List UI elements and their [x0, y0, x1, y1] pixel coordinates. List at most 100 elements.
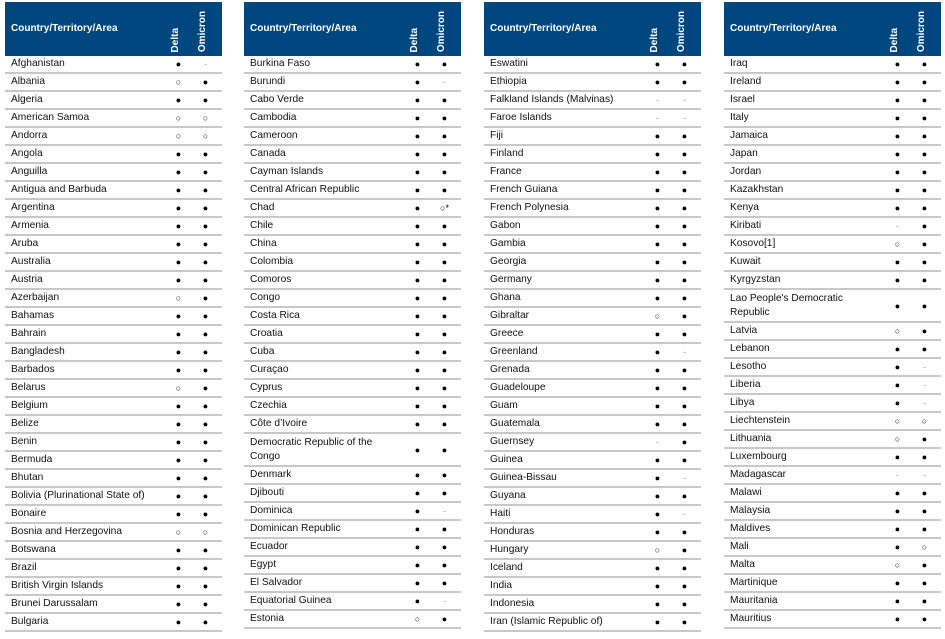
- omicron-status-filled-circle-icon: ●: [921, 257, 928, 267]
- delta-status-filled-circle-icon: ●: [894, 614, 901, 624]
- delta-status-filled-circle-icon: ●: [175, 239, 182, 249]
- country-name: Malawi: [730, 487, 762, 498]
- omicron-status-filled-circle-icon: ●: [921, 95, 928, 105]
- delta-status-filled-circle-icon: ●: [654, 419, 661, 429]
- delta-status-filled-circle-icon: ●: [894, 488, 901, 498]
- delta-status-filled-circle-icon: ●: [894, 380, 901, 390]
- delta-status-filled-circle-icon: ●: [414, 185, 421, 195]
- table-row: Liechtenstein ○ ○: [724, 413, 941, 431]
- omicron-status-dash-icon: -: [923, 362, 926, 372]
- table-row: Guernsey - ●: [484, 434, 701, 452]
- omicron-status-filled-circle-icon: ●: [202, 257, 209, 267]
- delta-status-filled-circle-icon: ●: [894, 398, 901, 408]
- table-row: French Polynesia ● ●: [484, 200, 701, 218]
- omicron-status-filled-circle-icon: ●: [681, 383, 688, 393]
- omicron-status-filled-circle-icon: ●: [921, 614, 928, 624]
- delta-status-filled-circle-icon: ●: [894, 275, 901, 285]
- delta-status-filled-circle-icon: ●: [175, 491, 182, 501]
- table-row: Ecuador ● ●: [244, 539, 461, 557]
- country-name: Libya: [730, 397, 755, 408]
- omicron-status-filled-circle-icon: ●: [202, 347, 209, 357]
- omicron-status-filled-circle-icon: ●: [441, 329, 448, 339]
- delta-status-filled-circle-icon: ●: [894, 300, 901, 311]
- omicron-status-filled-circle-icon: ●: [202, 203, 209, 213]
- omicron-status-filled-circle-icon: ●: [681, 239, 688, 249]
- table-row: Aruba ● ●: [5, 236, 222, 254]
- omicron-status-filled-circle-icon: ●: [441, 221, 448, 231]
- table-row: Guyana ● ●: [484, 488, 701, 506]
- delta-status-filled-circle-icon: ●: [894, 596, 901, 606]
- omicron-status-filled-circle-icon: ●: [681, 437, 688, 447]
- delta-status-filled-circle-icon: ●: [414, 59, 421, 69]
- table-row: India ● ●: [484, 578, 701, 596]
- table-row: Honduras ● ●: [484, 524, 701, 542]
- omicron-status-filled-circle-icon: ●: [441, 59, 448, 69]
- delta-status-filled-circle-icon: ●: [175, 185, 182, 195]
- country-name: Bahamas: [11, 310, 55, 321]
- delta-status-filled-circle-icon: ●: [414, 506, 421, 516]
- table-row: Curaçao ● ●: [244, 362, 461, 380]
- country-name: Mauritius: [730, 613, 772, 624]
- omicron-status-filled-circle-icon: ●: [202, 617, 209, 627]
- omicron-status-filled-circle-icon: ●: [202, 293, 209, 303]
- delta-status-open-circle-icon: ○: [175, 383, 182, 393]
- omicron-status-filled-circle-icon: ●: [441, 149, 448, 159]
- country-name: Côte d’Ivoire: [250, 418, 308, 429]
- delta-status-filled-circle-icon: ●: [894, 362, 901, 372]
- table-row: Finland ● ●: [484, 146, 701, 164]
- delta-status-filled-circle-icon: ●: [654, 527, 661, 537]
- table-row: Burkina Faso ● ●: [244, 56, 461, 74]
- table-row: Dominica ● -: [244, 503, 461, 521]
- omicron-status-filled-circle-icon: ●: [681, 59, 688, 69]
- omicron-status-filled-circle-icon: ●: [202, 419, 209, 429]
- delta-status-filled-circle-icon: ●: [654, 131, 661, 141]
- country-name: American Samoa: [11, 112, 90, 123]
- country-name: Bangladesh: [11, 346, 65, 357]
- delta-status-filled-circle-icon: ●: [894, 524, 901, 534]
- table-row: Jamaica ● ●: [724, 128, 941, 146]
- country-name: France: [490, 166, 522, 177]
- table-row: Gibraltar ○ ●: [484, 308, 701, 326]
- omicron-status-dash-icon: -: [204, 59, 207, 69]
- delta-status-filled-circle-icon: ●: [414, 488, 421, 498]
- country-name: Guernsey: [490, 436, 535, 447]
- omicron-status-filled-circle-icon: ●: [441, 131, 448, 141]
- delta-status-filled-circle-icon: ●: [654, 599, 661, 609]
- delta-status-filled-circle-icon: ●: [414, 131, 421, 141]
- table-row: Guatemala ● ●: [484, 416, 701, 434]
- country-name: Afghanistan: [11, 58, 65, 69]
- delta-status-filled-circle-icon: ●: [175, 167, 182, 177]
- delta-status-filled-circle-icon: ●: [654, 401, 661, 411]
- country-name: Benin: [11, 436, 38, 447]
- omicron-status-open-circle-icon: ○: [921, 542, 928, 552]
- omicron-status-filled-circle-icon: ●: [921, 506, 928, 516]
- table-row: Ireland ● ●: [724, 74, 941, 92]
- omicron-status-filled-circle-icon: ●: [202, 401, 209, 411]
- table-row: El Salvador ● ●: [244, 575, 461, 593]
- table-row: Costa Rica ● ●: [244, 308, 461, 326]
- omicron-status-filled-circle-icon: ●: [681, 257, 688, 267]
- table-row: Iran (Islamic Republic of) ● ●: [484, 614, 701, 632]
- country-name: Dominica: [250, 505, 293, 516]
- omicron-status-filled-circle-icon: ●: [921, 524, 928, 534]
- delta-status-filled-circle-icon: ●: [894, 149, 901, 159]
- delta-status-filled-circle-icon: ●: [175, 581, 182, 591]
- table-row: Democratic Republic of the Congo ● ●: [244, 434, 461, 467]
- omicron-status-filled-circle-icon: ●: [921, 131, 928, 141]
- table-row: Indonesia ● ●: [484, 596, 701, 614]
- table-row: Armenia ● ●: [5, 218, 222, 236]
- country-name: El Salvador: [250, 577, 303, 588]
- delta-status-filled-circle-icon: ●: [414, 383, 421, 393]
- omicron-status-filled-circle-icon: ●: [441, 95, 448, 105]
- omicron-status-filled-circle-icon: ●: [441, 542, 448, 552]
- omicron-status-dash-icon: -: [923, 470, 926, 480]
- table-row: Azerbaijan ○ ●: [5, 290, 222, 308]
- table-row: Lesotho ● -: [724, 359, 941, 377]
- table-row: Denmark ● ●: [244, 467, 461, 485]
- country-name: French Guiana: [490, 184, 558, 195]
- country-name: Belarus: [11, 382, 46, 393]
- country-name: Congo: [250, 292, 281, 303]
- table-row: Croatia ● ●: [244, 326, 461, 344]
- country-name: Lithuania: [730, 433, 772, 444]
- omicron-status-filled-circle-icon: ●: [202, 545, 209, 555]
